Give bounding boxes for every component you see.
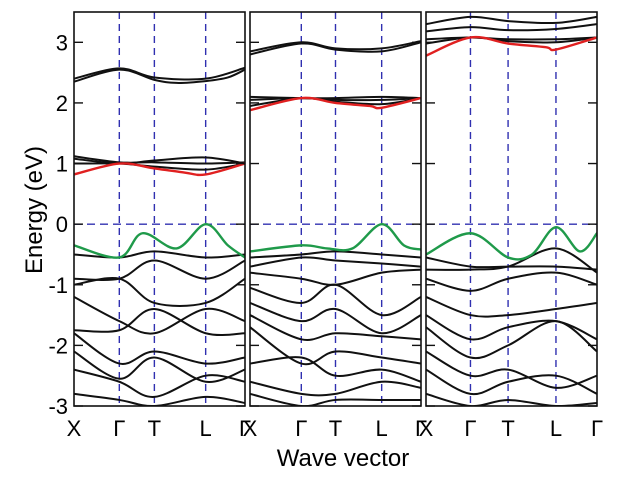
band-valence	[250, 326, 421, 366]
band-valence	[74, 277, 245, 307]
x-tick-label: L	[200, 416, 212, 441]
band-conduction	[74, 66, 245, 81]
x-tick-label: Γ	[415, 416, 427, 441]
x-tick-label: T	[329, 416, 342, 441]
band-valence	[250, 256, 421, 268]
panel-frame	[249, 11, 422, 407]
band-conduction	[74, 68, 245, 84]
x-tick-label: Γ	[464, 416, 476, 441]
band-valence	[426, 392, 597, 406]
band-valence	[250, 250, 421, 259]
band-valence	[426, 271, 597, 292]
x-tick-label: Γ	[113, 416, 125, 441]
x-tick-label: X	[419, 416, 434, 441]
band-valence	[250, 301, 421, 335]
panel-frame	[73, 11, 246, 407]
band-valence	[426, 368, 597, 396]
band-valence	[74, 295, 245, 335]
band-valence	[74, 332, 245, 365]
x-tick-label: L	[550, 416, 562, 441]
band-valence	[426, 350, 597, 389]
x-tick-label: L	[376, 416, 388, 441]
band-conduction	[426, 23, 597, 33]
band-conduction	[426, 15, 597, 26]
x-tick-label: X	[67, 416, 82, 441]
band-valence	[250, 283, 421, 317]
band-valence	[250, 380, 421, 397]
x-tick-label: Γ	[239, 416, 251, 441]
panel-1	[74, 12, 245, 406]
x-axis-ticks: X Γ T L ΓX Γ T L ΓX Γ T L Γ	[67, 416, 603, 441]
y-tick-label: 2	[56, 91, 68, 116]
band-valence	[250, 314, 421, 341]
y-axis-ticks: -3 -2 -1 0 1 2 3	[48, 30, 68, 419]
y-tick-label: -1	[48, 273, 68, 298]
band-valence	[74, 350, 245, 383]
band-conduction	[426, 36, 597, 45]
band-valence-edge	[426, 225, 597, 261]
band-valence-edge	[250, 222, 421, 253]
band-valence	[426, 320, 597, 360]
band-valence	[74, 259, 245, 282]
band-valence-edge	[74, 222, 245, 259]
band-valence	[426, 247, 597, 274]
x-tick-label: T	[501, 416, 514, 441]
band-valence	[250, 356, 421, 383]
y-tick-label: 0	[56, 212, 68, 237]
band-conduction	[250, 41, 421, 56]
band-conduction	[250, 97, 421, 102]
panel-frame	[425, 11, 598, 407]
x-axis-title: Wave vector	[277, 445, 409, 472]
band-conduction-edge	[426, 35, 597, 57]
x-tick-label: Γ	[295, 416, 307, 441]
band-valence	[426, 314, 597, 341]
y-tick-label: -2	[48, 333, 68, 358]
y-tick-label: -3	[48, 394, 68, 419]
x-tick-label: T	[148, 416, 161, 441]
band-valence	[426, 295, 597, 318]
x-tick-label: Γ	[591, 416, 603, 441]
y-tick-label: 1	[56, 152, 68, 177]
x-tick-label: X	[243, 416, 258, 441]
band-conduction-edge	[250, 96, 421, 112]
panel-2	[250, 12, 421, 406]
y-tick-label: 3	[56, 30, 68, 55]
band-valence	[74, 308, 245, 337]
band-valence	[250, 392, 421, 406]
band-valence	[74, 250, 245, 259]
y-axis-title: Energy (eV)	[21, 146, 48, 274]
band-valence	[74, 392, 245, 406]
band-conduction	[74, 162, 245, 171]
plot-layer	[73, 11, 598, 407]
band-conduction-edge	[74, 162, 245, 177]
panel-3	[426, 12, 597, 406]
band-conduction	[74, 155, 245, 165]
band-conduction	[250, 40, 421, 53]
band-valence	[74, 368, 245, 398]
